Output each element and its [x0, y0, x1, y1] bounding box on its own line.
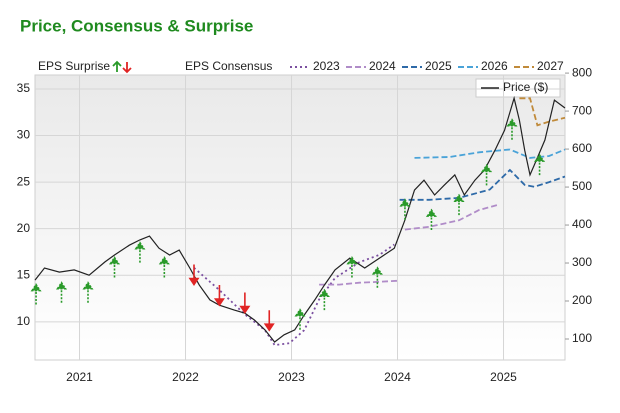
series-line [319, 203, 500, 286]
y-tick-label: 15 [17, 267, 31, 281]
legend-arrow-up [112, 60, 122, 72]
surprise-arrow [109, 256, 120, 278]
surprise-arrow [346, 256, 358, 278]
y-tick-label: 10 [17, 314, 31, 328]
surprise-arrow [30, 283, 42, 305]
series-line [414, 148, 566, 159]
surprise-arrow [318, 288, 330, 311]
y-tick-label: 35 [17, 81, 31, 95]
surprise-arrow [158, 256, 170, 278]
surprise-arrow [481, 163, 493, 186]
legend-label: 2026 [481, 59, 508, 73]
x-tick-label: 2024 [384, 370, 411, 384]
surprise-arrow [294, 308, 306, 330]
y-tick-label: 25 [17, 174, 31, 188]
surprise-arrow [56, 281, 67, 303]
legend-label: 2023 [313, 59, 340, 73]
y2-tick-label: 800 [572, 65, 592, 79]
y2-tick-label: 300 [572, 255, 592, 269]
surprise-arrow [188, 264, 200, 287]
legend-label: 2024 [369, 59, 396, 73]
surprise-arrow [239, 292, 251, 314]
y-tick-label: 30 [17, 128, 31, 142]
y2-tick-label: 400 [572, 217, 592, 231]
surprise-arrow [425, 208, 437, 231]
y2-tick-label: 600 [572, 141, 592, 155]
legend-label: EPS Surprise [38, 59, 110, 73]
y2-tick-label: 100 [572, 331, 592, 345]
legend-arrow-down [122, 62, 132, 74]
y2-tick-label: 500 [572, 179, 592, 193]
series-line [193, 243, 395, 347]
legend-label: 2025 [425, 59, 452, 73]
x-tick-label: 2022 [172, 370, 199, 384]
surprise-arrow [213, 285, 225, 307]
y-tick-label: 20 [17, 221, 31, 235]
legend-label: EPS Consensus [185, 59, 272, 73]
series-line [399, 168, 566, 201]
x-tick-label: 2025 [490, 370, 517, 384]
y2-tick-label: 200 [572, 293, 592, 307]
surprise-arrow [82, 281, 94, 303]
series-line [519, 97, 566, 127]
legend-label: Price ($) [503, 80, 548, 94]
surprise-arrow [134, 241, 146, 263]
x-tick-label: 2023 [278, 370, 305, 384]
surprise-arrow [453, 193, 465, 216]
surprise-arrow [399, 198, 411, 220]
chart-title: Price, Consensus & Surprise [20, 16, 253, 35]
surprise-arrow [506, 118, 518, 140]
price-legend-box [475, 78, 561, 98]
x-tick-label: 2021 [66, 370, 93, 384]
series-line [34, 95, 566, 343]
surprise-arrow [534, 153, 546, 176]
y2-tick-label: 700 [572, 103, 592, 117]
legend-label: 2027 [537, 59, 564, 73]
surprise-arrow [263, 310, 275, 332]
surprise-arrow [371, 266, 383, 288]
